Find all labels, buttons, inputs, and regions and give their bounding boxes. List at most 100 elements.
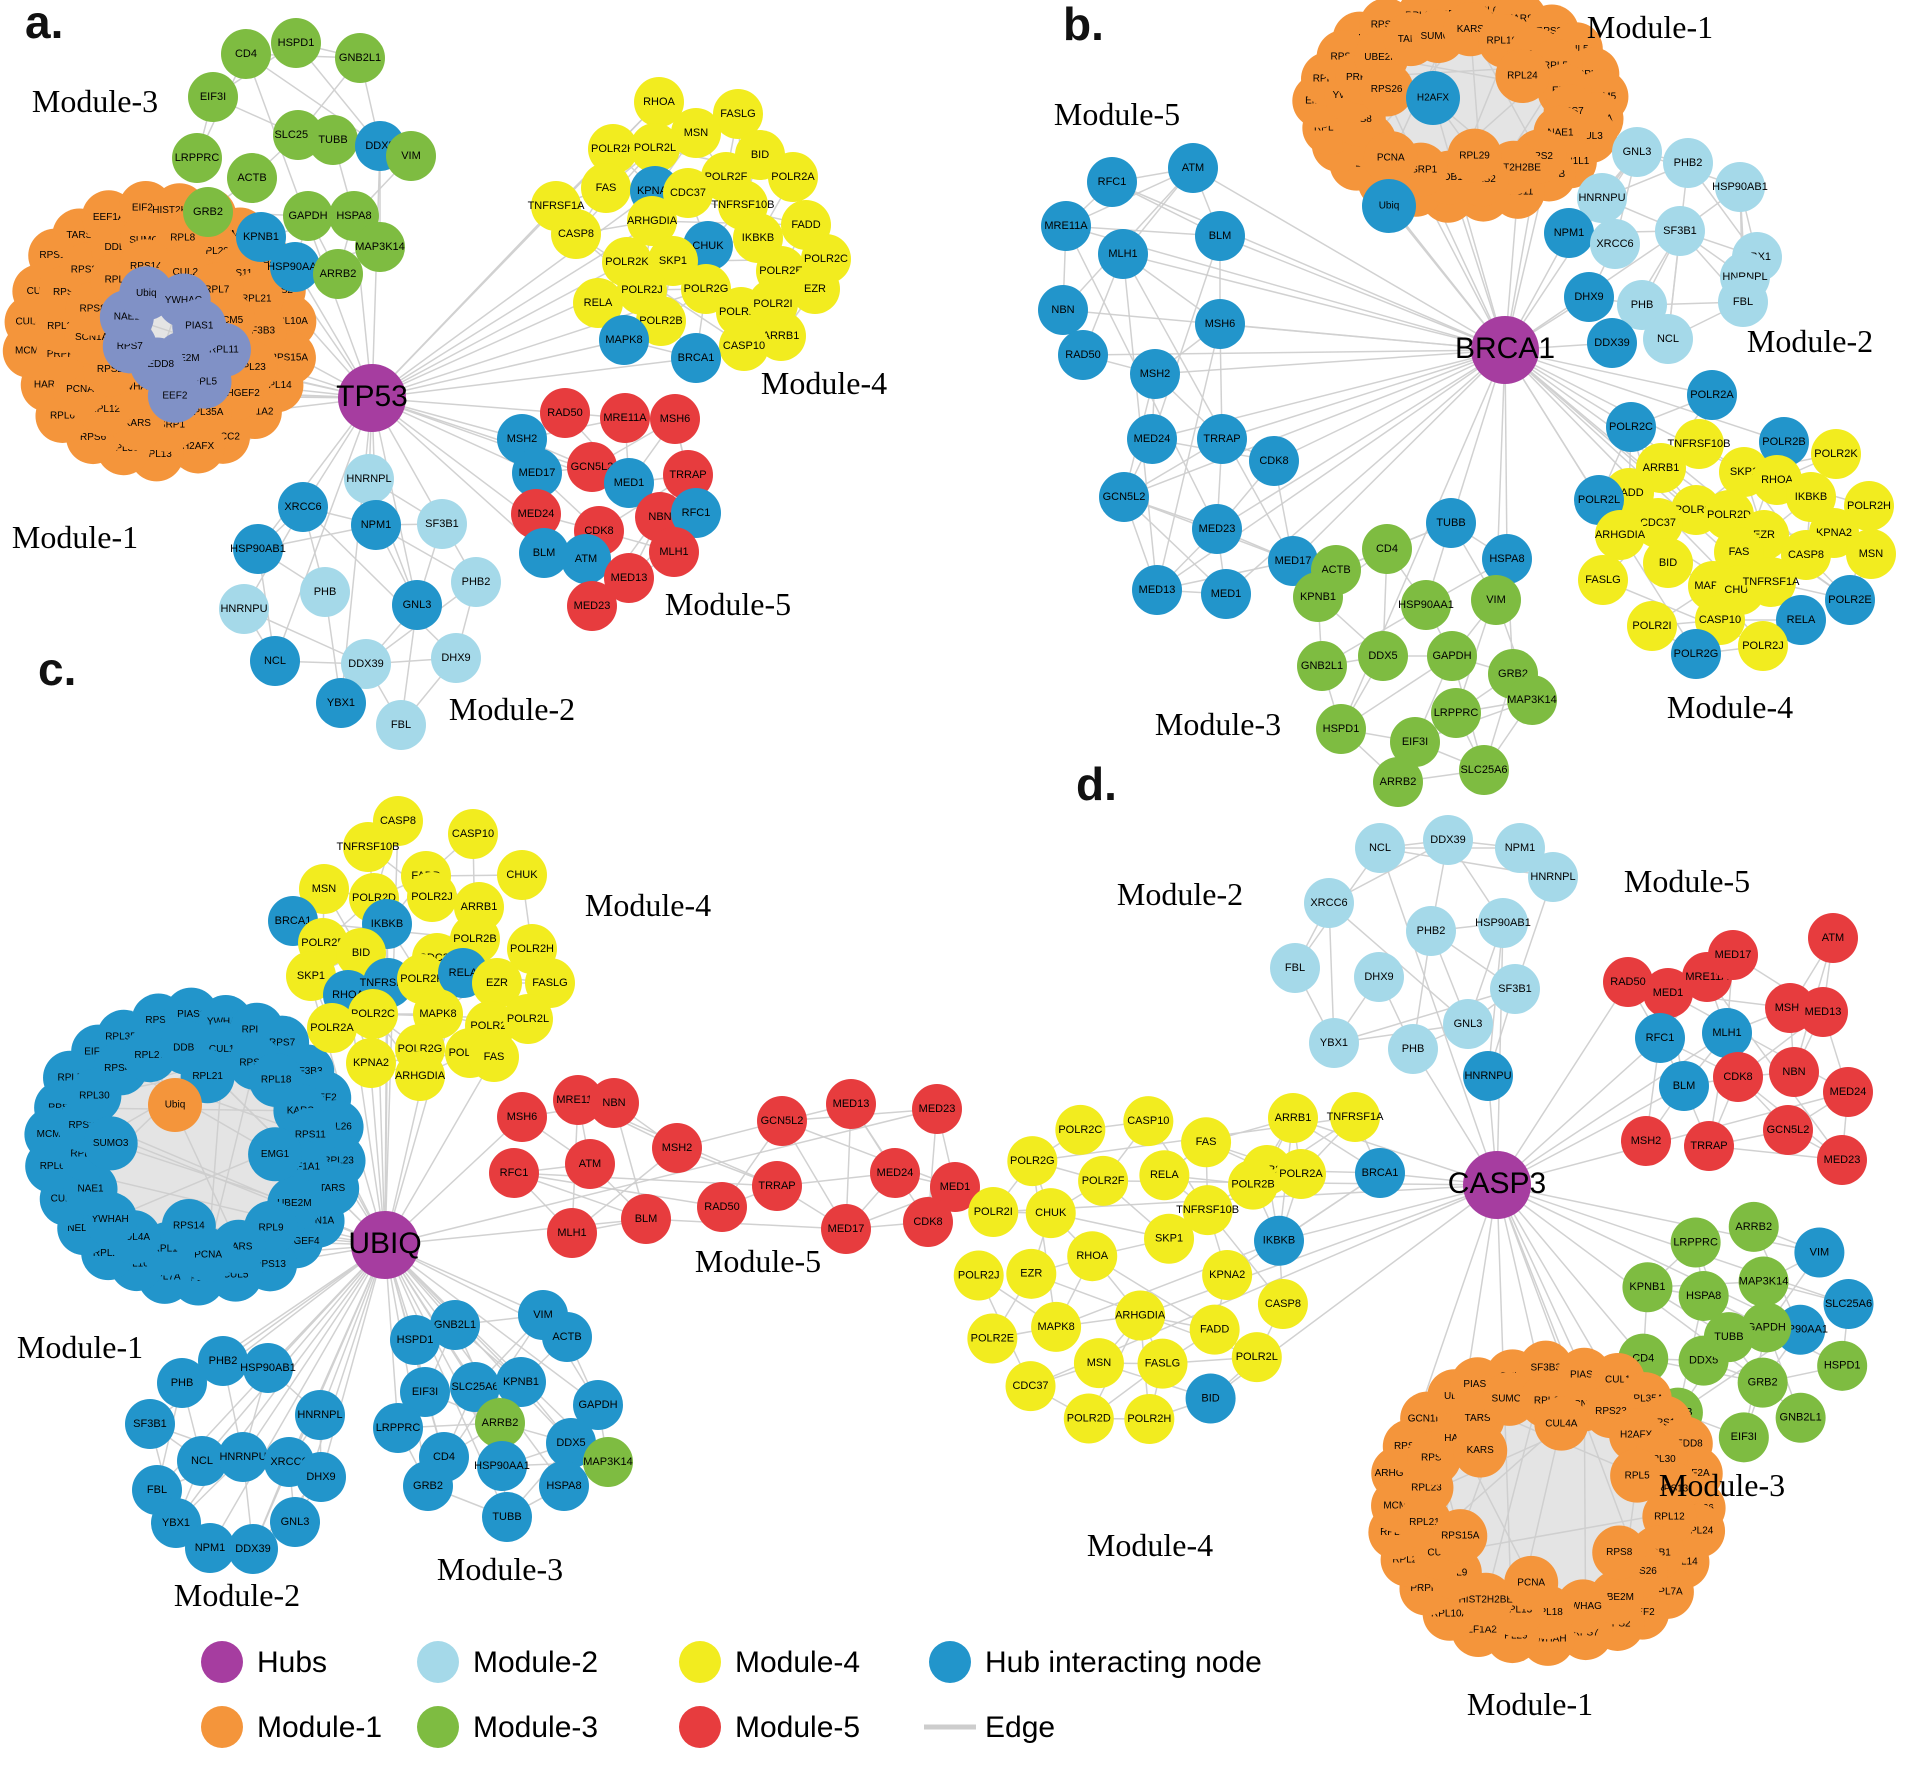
node-CASP10 [448,809,498,859]
node-POLR2L [503,994,553,1044]
node-MAP3K14 [1738,1256,1789,1307]
hub-edge [1154,349,1506,375]
panel-d: NCLDDX39NPM1XRCC6HNRNPLPHB2HSP90AB1FBLDH… [953,758,1874,1722]
edge [1333,988,1516,1044]
node-BRCA1 [671,333,721,383]
module-title-a-Module-5: Module-5 [665,586,791,622]
hub-edge [371,145,381,399]
node-POLR2J [953,1250,1004,1301]
node-HNRNPU [219,584,269,634]
edge [645,1218,847,1230]
module-title-c-Module-2: Module-2 [174,1577,300,1613]
node-HSP90AB1 [243,1343,293,1393]
node-NBN [1038,285,1088,335]
node-GRB2 [1737,1357,1788,1408]
node-POLR2G [1007,1136,1058,1187]
hub-edge [1216,349,1506,530]
node-SLC25A6 [450,1362,500,1412]
hub-edge [274,397,373,662]
edge [302,506,457,659]
node-MED13 [826,1079,876,1129]
node-PCNA [1504,1555,1559,1610]
hub-edge [371,357,697,399]
node-CHUK [1025,1188,1076,1239]
legend-label-Edge: Edge [985,1711,1055,1744]
node-HSPA8 [1482,534,1532,584]
edge [1031,1160,1057,1328]
node-TUBB [482,1492,532,1542]
node-RAD50 [540,388,590,438]
node-GNL3 [1443,999,1493,1049]
node-DDX39 [1587,318,1637,368]
node-FAS [581,163,631,213]
node-GNB2L1 [335,33,385,83]
node-CASP10 [1123,1096,1174,1147]
node-POLR2B [1228,1159,1279,1210]
node-BID [1643,538,1693,588]
hub-edge [384,1218,647,1246]
module-title-a-Module-2: Module-2 [449,691,575,727]
node-NBN [589,1078,639,1128]
node-HNRNPL [1528,852,1578,902]
node-RFC1 [1635,1013,1685,1063]
legend-swatch-Module-5 [679,1706,721,1748]
node-MED17 [1268,536,1318,586]
node-ACTB [227,153,277,203]
node-HSPA8 [1678,1270,1729,1321]
node-POLR2C [1606,402,1656,452]
node-EMG1 [248,1127,303,1182]
node-ARRB2 [475,1398,525,1448]
node-FBL [376,700,426,750]
panel-a-nodes: CUL4BCUL1RPS13TARSEEF1AEIF2AHIST2H2BERPS… [2,18,851,750]
node-HSP90AB1 [1715,162,1765,212]
node-NBN [1769,1047,1819,1097]
hub-edge [1192,167,1506,351]
node-GCN5L2 [757,1096,807,1146]
node-MSN [1846,529,1896,579]
node-HSPD1 [390,1315,440,1365]
node-ATM [1168,143,1218,193]
module-title-b-Module-5: Module-5 [1054,96,1180,132]
legend-label-Module-4: Module-4 [735,1646,860,1679]
node-POLR2I [968,1187,1019,1238]
node-CASP8 [551,209,601,259]
hub-edge [1496,981,1629,1186]
node-DDX39 [1423,815,1473,865]
module-title-b-Module-3: Module-3 [1155,706,1281,742]
node-MED17 [1708,930,1758,980]
node-POLR2K [1811,429,1861,479]
node-BLM [1195,211,1245,261]
node-NPM1 [1495,823,1545,873]
hub-edge [1496,1184,1585,1376]
node-MED1 [930,1162,980,1212]
node-VIM [1471,575,1521,625]
legend-swatch-Module-4 [679,1641,721,1683]
node-PHB2 [1663,138,1713,188]
node-RPL30 [67,1068,122,1123]
node-KPNB1 [236,212,286,262]
node-MED23 [567,581,617,631]
node-GNL3 [1612,127,1662,177]
node-NCL [177,1436,227,1486]
node-POLR2L [630,123,680,173]
node-NPM1 [351,500,401,550]
node-POLR2H [1124,1393,1175,1444]
node-FASLG [1137,1338,1188,1389]
hub-node-UBIQ [351,1211,419,1279]
node-HSP90AB1 [233,524,283,574]
node-RAD50 [1603,957,1653,1007]
hub-edge [1123,349,1506,498]
hub-edge [1496,922,1504,1186]
node-POLR2G [1671,629,1721,679]
node-POLR2D [1063,1393,1114,1444]
node-GNB2L1 [1297,641,1347,691]
node-HSP90AA1 [270,242,320,292]
node-RAD50 [697,1182,747,1232]
node-MAP3K14 [355,222,405,272]
node-ACTB [542,1312,592,1362]
hub-node-TP53 [338,364,406,432]
node-HSP90AB1 [1478,898,1528,948]
node-BLM [1659,1061,1709,1111]
edge [513,1172,778,1187]
node-GRB2 [403,1461,453,1511]
